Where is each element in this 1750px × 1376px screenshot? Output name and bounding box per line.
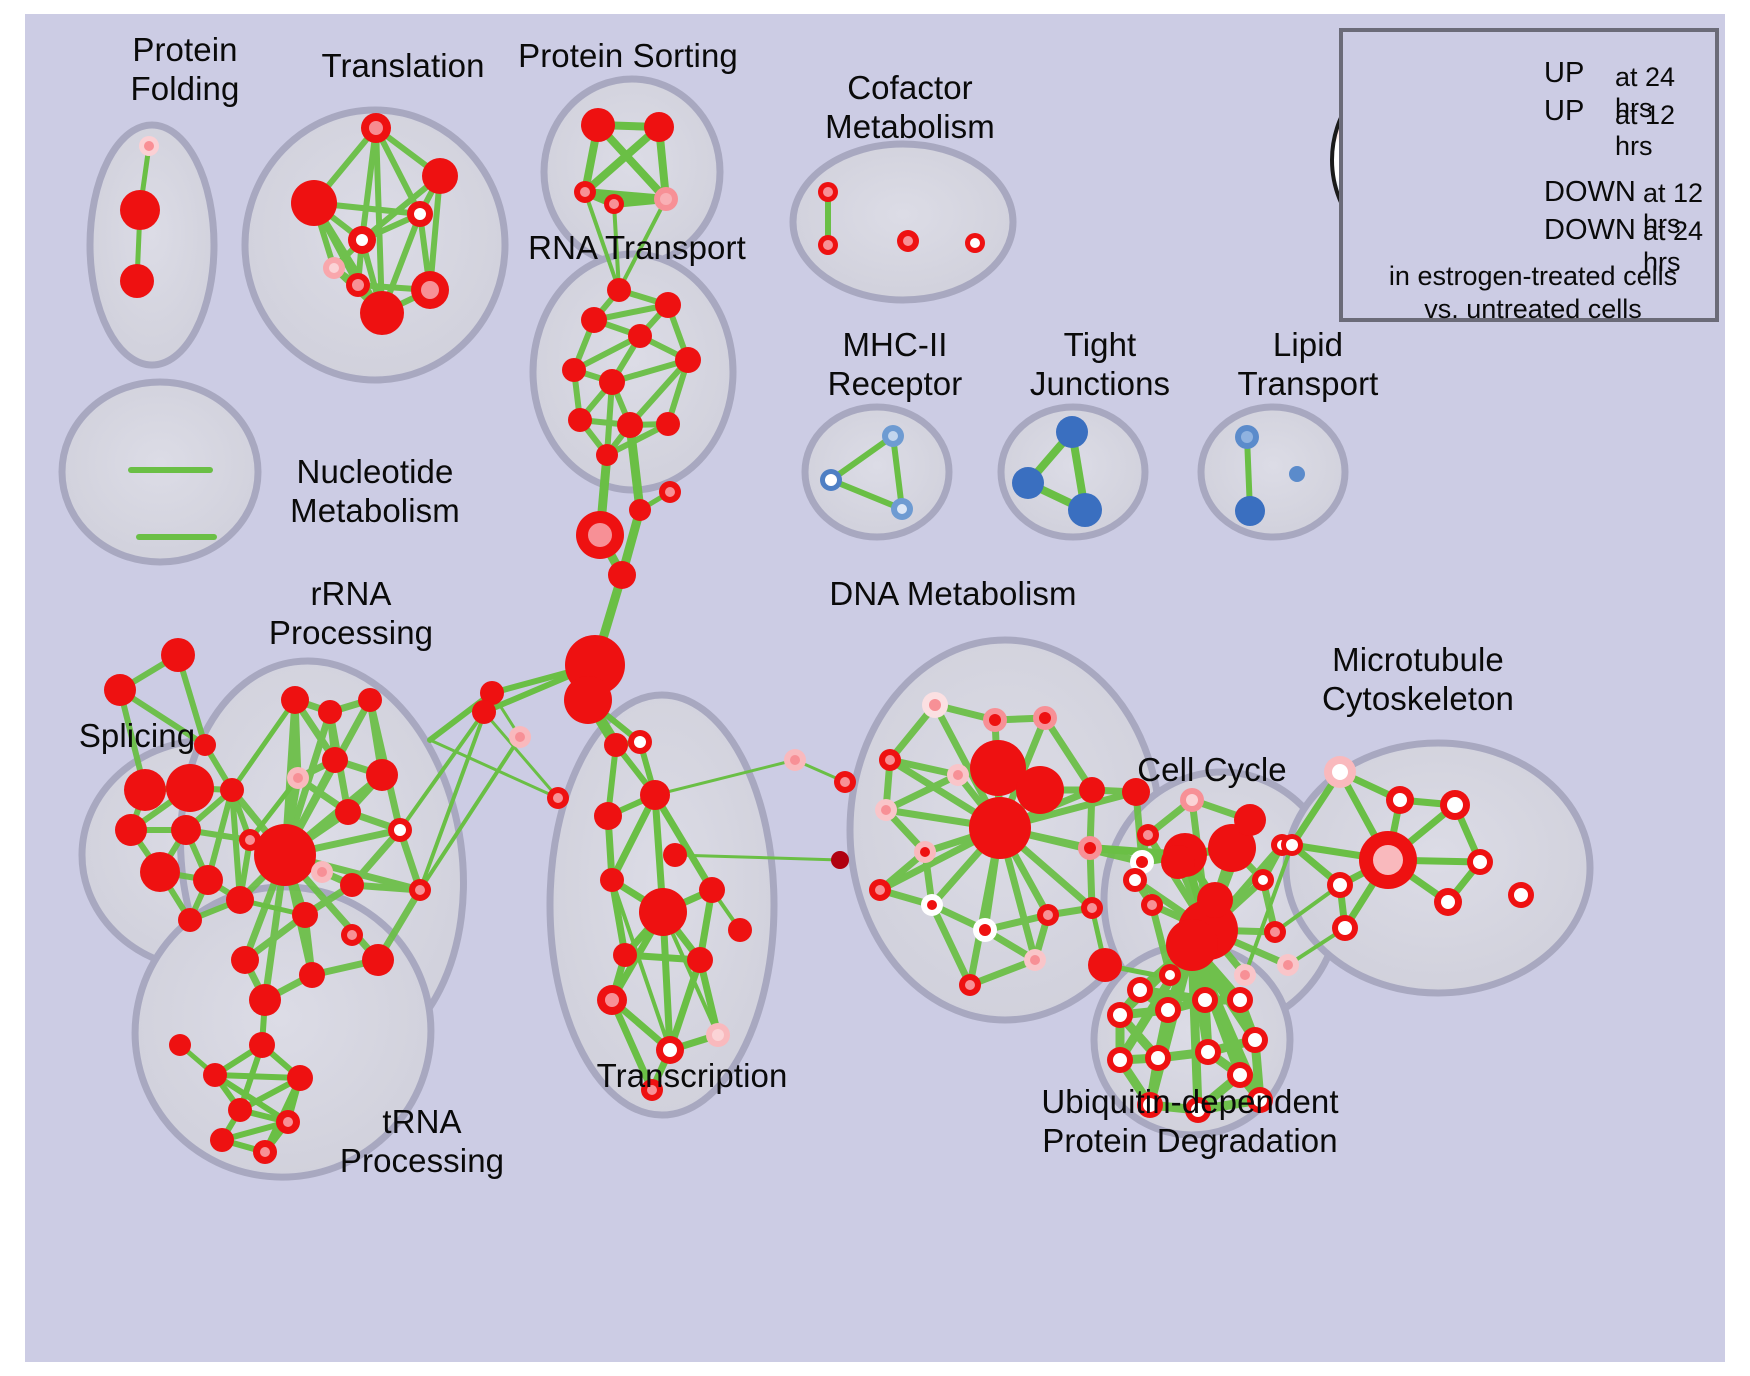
cluster-label-trna-processing: tRNA Processing (339, 1103, 505, 1179)
legend-label-down-12: DOWN (1544, 176, 1636, 208)
hull-cofactor (789, 140, 1017, 304)
hull-mhc (801, 403, 953, 541)
legend-label-up-24: UP (1544, 57, 1585, 89)
legend-time-up-24: at 24 hrs (1615, 62, 1676, 123)
cluster-label-microtubule-cytoskeleton: Microtubule Cytoskeleton (1322, 641, 1514, 717)
cluster-label-protein-folding: Protein Folding (130, 31, 240, 107)
hull-protein-folding (86, 121, 218, 369)
hull-trna (131, 883, 435, 1181)
cluster-label-tight-junctions: Tight Junctions (1029, 326, 1171, 402)
cluster-label-translation: Translation (321, 47, 485, 84)
cluster-label-transcription: Transcription (596, 1057, 788, 1094)
legend-footer-text: in estrogen-treated cells vs. untreated … (1388, 261, 1678, 324)
legend-time-up-12: at 12 hrs (1615, 100, 1676, 161)
legend-label-up-12: UP (1544, 95, 1585, 127)
cluster-label-splicing: Splicing (78, 717, 196, 754)
cluster-label-dna-metabolism: DNA Metabolism (829, 575, 1077, 612)
legend-time-down-24: at 24 hrs (1643, 216, 1704, 277)
cluster-label-lipid-transport: Lipid Transport (1237, 326, 1379, 402)
hull-tight-junctions (997, 403, 1149, 541)
cluster-label-mhc-ii-receptor: MHC-II Receptor (827, 326, 963, 402)
cluster-label-cell-cycle: Cell Cycle (1137, 751, 1287, 788)
cluster-label-cofactor-metabolism: Cofactor Metabolism (825, 69, 995, 145)
legend-time-down-12: at 12 hrs (1643, 178, 1704, 239)
hull-lipid-transport (1197, 403, 1349, 541)
cluster-label-rrna-processing: rRNA Processing (268, 575, 434, 651)
legend-panel: UP at 24 hrs UP at 12 hrs DOWN at 12 hrs… (1339, 28, 1719, 324)
legend-label-down-24: DOWN (1544, 214, 1636, 246)
cluster-label-ubiquitin-degradation: Ubiquitin-dependent Protein Degradation (1041, 1083, 1339, 1159)
cluster-label-rna-transport: RNA Transport (528, 229, 746, 266)
network-nodes (104, 108, 1534, 1164)
cluster-label-protein-sorting: Protein Sorting (518, 37, 738, 74)
cluster-label-nucleotide-metabolism: Nucleotide Metabolism (290, 453, 460, 529)
